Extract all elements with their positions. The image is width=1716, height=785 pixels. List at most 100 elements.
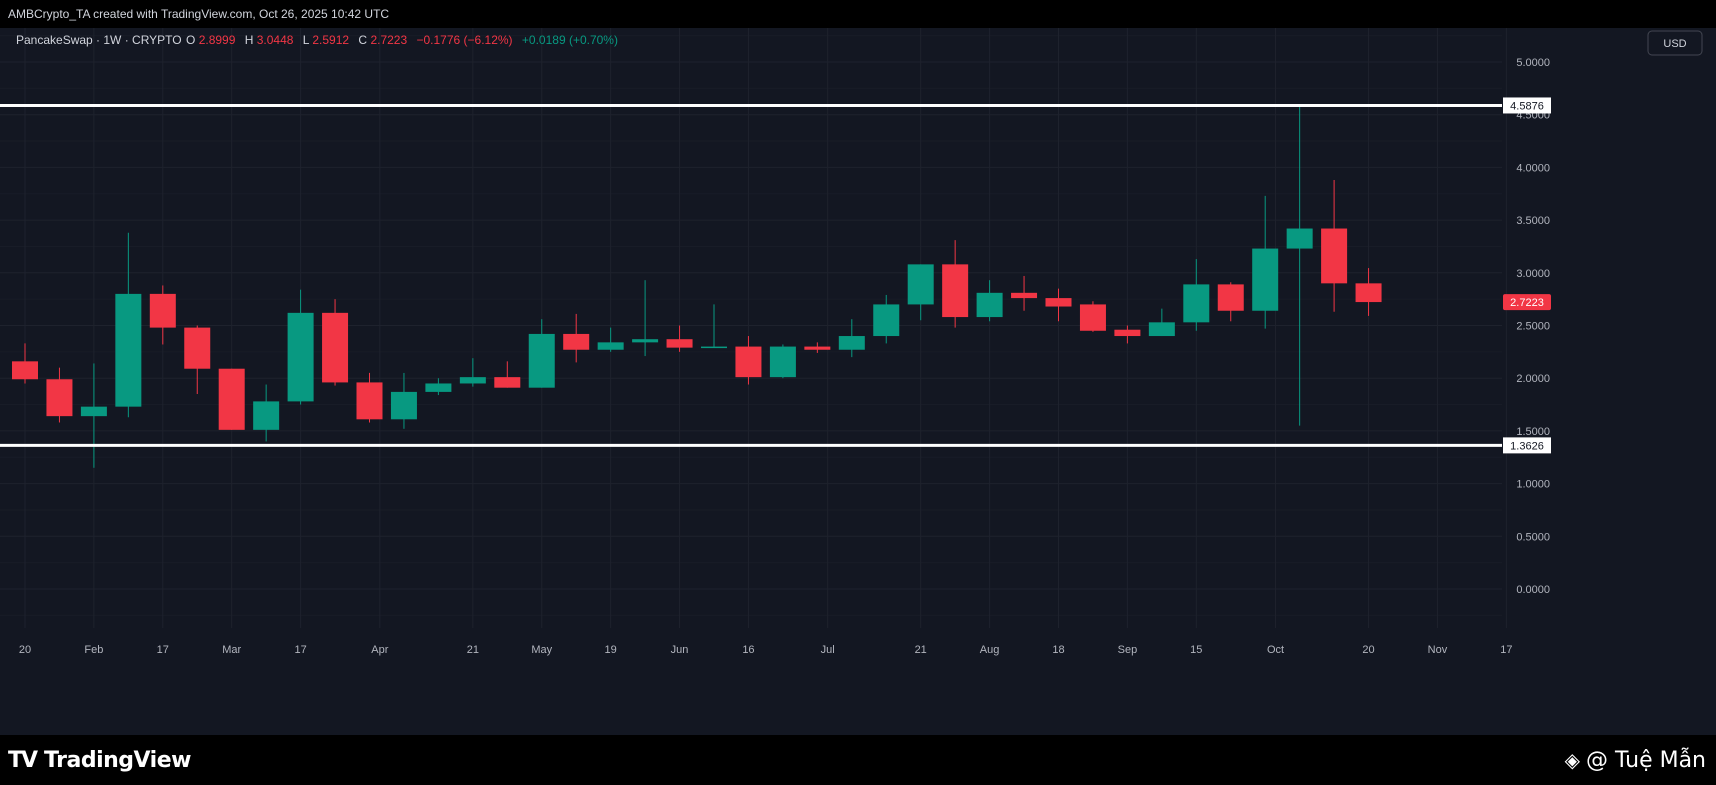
time-axis[interactable]: 20 Feb 17 Mar 17 Apr 21 May 19 Jun 16 Jul 21 Aug 18 Sep… — [19, 644, 1513, 656]
candle-up — [459, 358, 486, 387]
candle-body — [322, 312, 349, 383]
candle-up — [1252, 195, 1279, 329]
x-tick-label: 21 — [467, 644, 479, 656]
candle-up — [528, 319, 555, 388]
currency-button[interactable]: USD — [1647, 30, 1703, 56]
candle-body — [528, 333, 555, 388]
candle-body — [597, 342, 624, 350]
candle-body — [1011, 292, 1038, 299]
candle-body — [1045, 298, 1072, 307]
candle-down — [149, 285, 176, 345]
legend-open-value: 2.8999 — [199, 33, 236, 47]
candle-down — [12, 343, 38, 384]
candle-body — [12, 361, 38, 380]
footer-bar: TV TradingView ◈ @ Tuệ Mẫn — [0, 735, 1716, 785]
candle-up — [838, 319, 865, 358]
x-tick-label: Aug — [980, 644, 1000, 656]
candle-up — [769, 344, 796, 379]
legend-change: −0.1776 (−6.12%) — [416, 33, 512, 47]
legend-low-value: 2.5912 — [312, 33, 349, 47]
candle-body — [976, 292, 1003, 318]
candle-up — [1183, 259, 1210, 331]
legend-close-value: 2.7223 — [370, 33, 407, 47]
candle-down — [356, 372, 383, 423]
candle-down — [1045, 288, 1072, 322]
candle-down — [563, 313, 590, 363]
candle-down — [1079, 301, 1106, 332]
candle-body — [425, 383, 452, 392]
candle-body — [459, 377, 486, 384]
x-tick-label: Jun — [671, 644, 689, 656]
candle-body — [80, 406, 107, 417]
candle-up — [632, 280, 659, 357]
grid — [0, 28, 1507, 628]
candle-body — [632, 339, 659, 343]
candle-up — [287, 289, 314, 405]
y-tick-label: 1.0000 — [1516, 479, 1550, 491]
y-tick-label: 5.0000 — [1516, 57, 1550, 69]
attribution-text: AMBCrypto_TA created with TradingView.co… — [8, 7, 390, 21]
candle-body — [46, 379, 73, 417]
watermark-text: @ Tuệ Mẫn — [1586, 747, 1706, 773]
x-tick-label: Apr — [371, 644, 388, 656]
y-tick-label: 3.5000 — [1516, 215, 1550, 227]
candle-body — [1183, 284, 1210, 323]
candle-down — [218, 368, 245, 430]
tradingview-mark-icon: TV — [8, 747, 38, 773]
candle-body — [1286, 228, 1313, 249]
candle-down — [494, 361, 521, 388]
candle-body — [1114, 329, 1141, 337]
x-tick-label: Oct — [1267, 644, 1284, 656]
candle-body — [390, 391, 417, 420]
legend-ohlc: O 2.8999 H 3.0448 L 2.5912 C 2.7223 −0.1… — [186, 33, 618, 47]
candle-body — [253, 401, 280, 430]
price-axis[interactable]: 5.00004.50004.00003.50003.00002.50002.00… — [1516, 57, 1550, 596]
candle-body — [804, 346, 831, 350]
level-label: 1.3626 — [1510, 440, 1544, 452]
y-tick-label: 1.5000 — [1516, 426, 1550, 438]
candle-down — [1217, 282, 1244, 322]
currency-button-frame — [1647, 30, 1703, 56]
candle-down — [184, 325, 211, 395]
level-label-box — [1503, 437, 1551, 454]
tradingview-logo[interactable]: TV TradingView — [8, 745, 191, 775]
candle-up — [253, 384, 280, 442]
candle-down — [46, 367, 73, 423]
candles — [12, 105, 1382, 468]
candle-body — [1148, 322, 1175, 337]
candle-body — [873, 304, 900, 337]
x-tick-label: Feb — [84, 644, 103, 656]
tradingview-wordmark: TradingView — [44, 747, 191, 773]
candle-up — [597, 327, 624, 352]
level-label-box — [1503, 97, 1551, 114]
x-tick-label: 17 — [157, 644, 169, 656]
chart-background — [0, 28, 1716, 735]
candle-up — [80, 363, 107, 468]
y-tick-label: 2.0000 — [1516, 373, 1550, 385]
candle-body — [666, 339, 693, 348]
candle-up — [1148, 308, 1175, 337]
candle-body — [735, 346, 762, 378]
candle-up — [390, 372, 417, 429]
legend-open-label: O — [186, 33, 195, 47]
candle-body — [1252, 248, 1279, 311]
candle-up — [425, 378, 452, 396]
binance-diamond-icon: ◈ — [1564, 748, 1581, 772]
legend-symbol: PancakeSwap · 1W · CRYPTO — [16, 33, 182, 47]
candle-down — [1114, 325, 1141, 344]
x-tick-label: 18 — [1052, 644, 1064, 656]
candle-body — [494, 377, 521, 388]
x-tick-label: 15 — [1190, 644, 1202, 656]
x-tick-label: Mar — [222, 644, 241, 656]
legend-volume-change: +0.0189 (+0.70%) — [522, 33, 618, 47]
candle-up — [1286, 105, 1313, 426]
x-tick-label: Sep — [1118, 644, 1138, 656]
candle-body — [1355, 283, 1382, 303]
x-tick-label: May — [531, 644, 552, 656]
candle-down — [1011, 275, 1038, 311]
candle-down — [735, 336, 762, 385]
price-chart[interactable]: 5.00004.50004.00003.50003.00002.50002.00… — [0, 28, 1716, 735]
candle-body — [942, 264, 969, 318]
candle-body — [287, 312, 314, 402]
candle-down — [322, 299, 349, 386]
